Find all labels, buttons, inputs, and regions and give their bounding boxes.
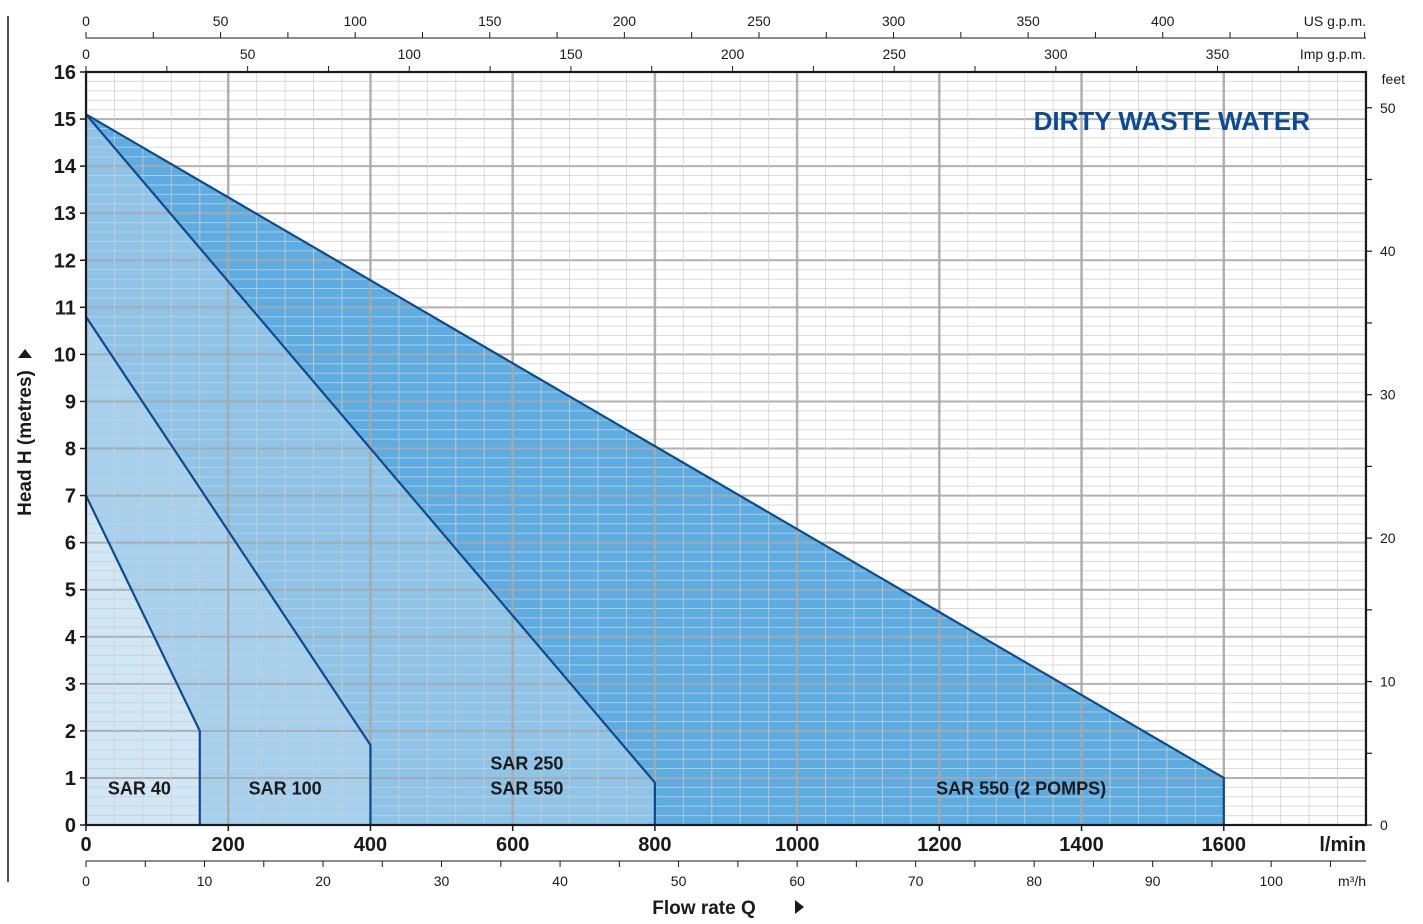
feet-unit: feet <box>1382 71 1405 87</box>
x-tick-label: 1600 <box>1202 834 1247 856</box>
m3h-label: 0 <box>82 873 90 889</box>
y-tick-label: 4 <box>65 627 77 649</box>
x-tick-label: 800 <box>638 834 671 856</box>
y-tick-label: 16 <box>54 62 76 84</box>
m3h-label: 20 <box>315 873 331 889</box>
axes: 0 200 400 600 800 1000 1200 1400 1600 l/min012345… <box>7 13 1405 889</box>
imp-gpm-label: 0 <box>82 46 90 62</box>
series-line-0 <box>85 113 1225 825</box>
m3h-unit: m³/h <box>1338 873 1366 889</box>
x-tick-label: 400 <box>354 834 387 856</box>
y-tick-label: 11 <box>55 297 76 319</box>
imp-gpm-label: 350 <box>1206 46 1230 62</box>
series-line-3 <box>85 495 201 825</box>
us-gpm-label: 150 <box>478 13 502 29</box>
labels: Flow rate Q Head H (metres) SAR 40 SAR 100 S… <box>15 349 1106 919</box>
m3h-label: 50 <box>671 873 687 889</box>
m3h-label: 90 <box>1145 873 1161 889</box>
y-tick-label: 2 <box>65 721 76 743</box>
us-gpm-label: 300 <box>882 13 906 29</box>
y-tick-label: 8 <box>65 439 76 461</box>
m3h-label: 10 <box>197 873 213 889</box>
imp-gpm-label: 200 <box>721 46 745 62</box>
imp-gpm-label: 100 <box>398 46 422 62</box>
imp-gpm-label: 300 <box>1044 46 1068 62</box>
series-line-1 <box>85 113 656 825</box>
zone-label: SAR 40 <box>108 778 171 798</box>
y-tick-label: 0 <box>65 815 76 837</box>
feet-label: 30 <box>1380 387 1396 403</box>
y-tick-label: 1 <box>65 768 76 790</box>
grid <box>86 72 1366 825</box>
y-axis-arrow-icon <box>18 349 32 358</box>
m3h-label: 70 <box>908 873 924 889</box>
m3h-label: 60 <box>789 873 805 889</box>
y-tick-label: 9 <box>65 391 76 413</box>
us-gpm-label: 100 <box>344 13 368 29</box>
x-tick-label: 1000 <box>775 834 820 856</box>
feet-label: 10 <box>1380 674 1396 690</box>
m3h-label: 40 <box>552 873 568 889</box>
m3h-label: 30 <box>434 873 450 889</box>
us-gpm-label: 400 <box>1151 13 1175 29</box>
y-tick-label: 7 <box>65 486 76 508</box>
y-tick-label: 3 <box>65 674 76 696</box>
y-axis-title: Head H (metres) <box>15 370 36 516</box>
y-tick-label: 10 <box>54 344 76 366</box>
imp-gpm-label: 50 <box>240 46 256 62</box>
y-tick-label: 15 <box>54 109 76 131</box>
imp-gpm-unit: Imp g.p.m. <box>1300 46 1366 62</box>
chart-title: DIRTY WASTE WATER <box>1034 106 1311 136</box>
us-gpm-label: 200 <box>613 13 637 29</box>
imp-gpm-label: 150 <box>559 46 583 62</box>
feet-label: 0 <box>1380 817 1388 833</box>
zone-label: SAR 250 <box>490 753 563 773</box>
m3h-label: 80 <box>1026 873 1042 889</box>
feet-label: 20 <box>1380 530 1396 546</box>
imp-gpm-label: 250 <box>883 46 907 62</box>
us-gpm-label: 50 <box>213 13 229 29</box>
us-gpm-unit: US g.p.m. <box>1304 13 1366 29</box>
m3h-label: 100 <box>1260 873 1284 889</box>
us-gpm-label: 250 <box>747 13 771 29</box>
y-tick-label: 14 <box>54 156 77 178</box>
us-gpm-label: 0 <box>82 13 90 29</box>
x-axis-arrow-icon <box>795 900 804 914</box>
y-tick-label: 6 <box>65 533 76 555</box>
x-tick-label: 1200 <box>917 834 962 856</box>
y-tick-label: 12 <box>54 250 76 272</box>
x-tick-label: 1400 <box>1059 834 1104 856</box>
feet-label: 40 <box>1380 243 1396 259</box>
x-tick-label: 0 <box>80 834 91 856</box>
x-axis-title: Flow rate Q <box>652 898 755 919</box>
zone-label: SAR 550 (2 POMPS) <box>936 778 1106 798</box>
x-tick-label: 200 <box>212 834 245 856</box>
zone-label: SAR 100 <box>249 778 322 798</box>
x-unit-label: l/min <box>1319 834 1366 856</box>
us-gpm-label: 350 <box>1016 13 1040 29</box>
series-line-2 <box>85 316 372 825</box>
y-tick-label: 5 <box>65 580 76 602</box>
zone-label: SAR 550 <box>490 778 563 798</box>
y-tick-label: 13 <box>54 203 76 225</box>
curve-lines <box>85 113 1225 825</box>
feet-label: 50 <box>1380 100 1396 116</box>
x-tick-label: 600 <box>496 834 529 856</box>
